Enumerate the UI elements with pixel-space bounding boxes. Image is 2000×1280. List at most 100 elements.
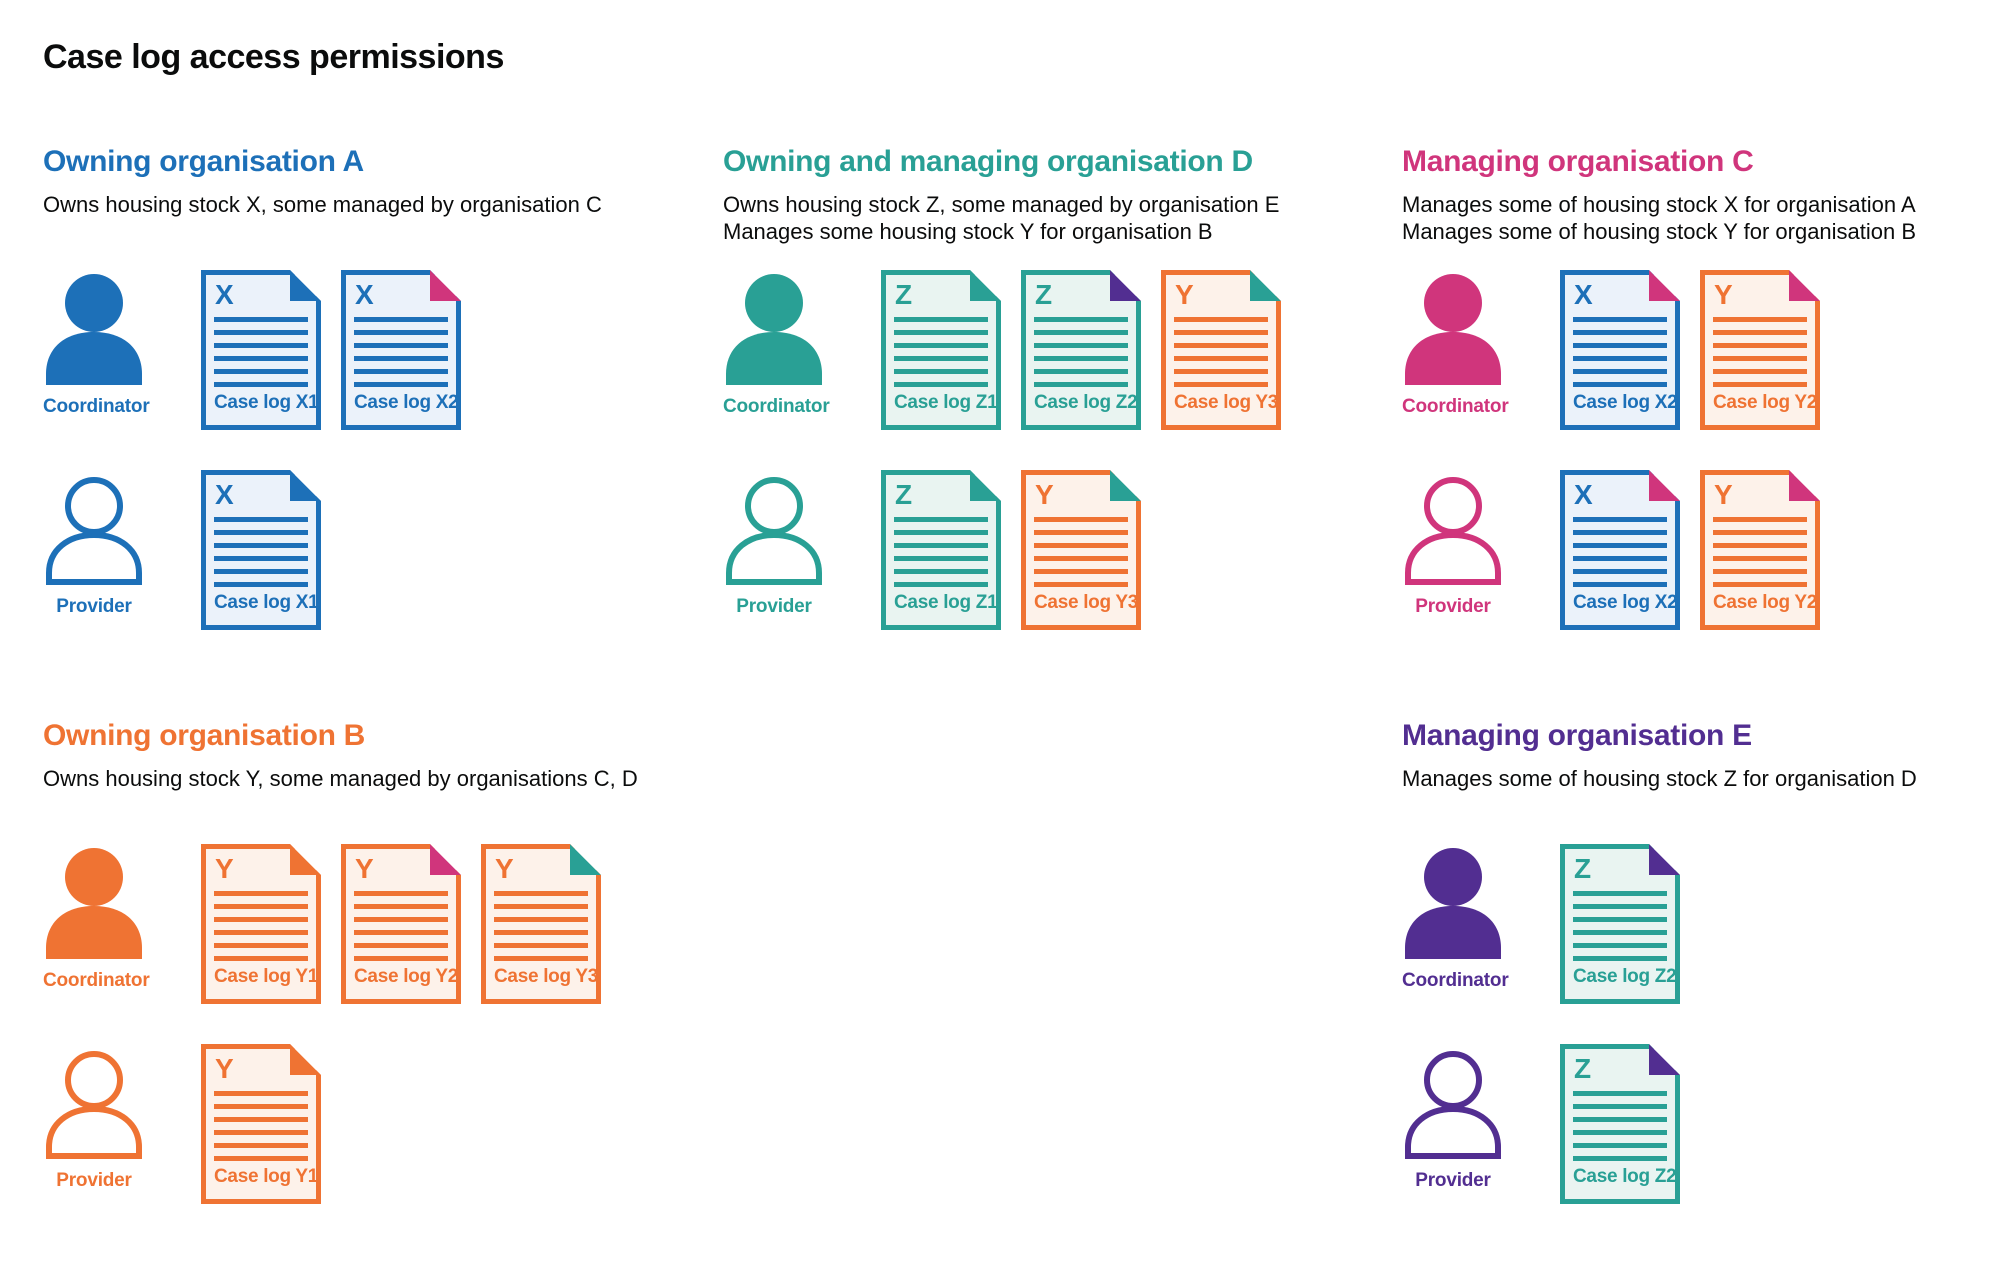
case-log-documents: Z Case log Z1 Y Case log Y3	[881, 470, 1141, 630]
provider-person-icon	[46, 477, 142, 585]
doc-label: Case log Y2	[354, 966, 459, 987]
section-description-line: Owns housing stock X, some managed by or…	[43, 192, 602, 217]
coordinator-label: Coordinator	[43, 970, 150, 991]
doc-stock-letter: Y	[1714, 279, 1733, 310]
folded-corner-icon	[1649, 844, 1680, 875]
folded-corner-icon	[1649, 470, 1680, 501]
doc-stock-letter: X	[1574, 279, 1593, 310]
case-log-document: Z Case log Z1	[881, 270, 1001, 430]
doc-text-lines	[894, 317, 988, 395]
folded-corner-icon	[290, 1044, 321, 1075]
folded-corner-icon	[1110, 470, 1141, 501]
case-log-document: Y Case log Y3	[1021, 470, 1141, 630]
doc-stock-letter: X	[355, 279, 374, 310]
doc-label: Case log Z2	[1573, 966, 1677, 987]
folded-corner-icon	[290, 270, 321, 301]
provider-person-icon	[1405, 1051, 1501, 1159]
folded-corner-icon	[570, 844, 601, 875]
doc-label: Case log X2	[1573, 392, 1678, 413]
doc-label: Case log Y1	[214, 966, 319, 987]
row-coordinator: Coordinator X Case log X2 Y Case log Y2	[1402, 270, 1820, 430]
case-log-documents: Z Case log Z1 Z Case log Z2 Y Case log Y3	[881, 270, 1281, 430]
case-log-document: X Case log X1	[201, 470, 321, 630]
doc-text-lines	[1174, 317, 1268, 395]
doc-text-lines	[1034, 317, 1128, 395]
doc-stock-letter: Z	[895, 279, 913, 310]
case-log-document: Z Case log Z1	[881, 470, 1001, 630]
coordinator-block: Coordinator	[1402, 270, 1509, 418]
doc-text-lines	[214, 891, 308, 969]
provider-block: Provider	[43, 1044, 145, 1192]
case-log-document: Z Case log Z2	[1021, 270, 1141, 430]
case-log-document: Y Case log Y3	[1161, 270, 1281, 430]
section-description: Owns housing stock Z, some managed by or…	[723, 191, 1279, 245]
doc-stock-letter: Y	[1175, 279, 1194, 310]
section-description: Owns housing stock X, some managed by or…	[43, 191, 602, 218]
coordinator-person-icon	[1405, 848, 1501, 959]
coordinator-block: Coordinator	[43, 844, 150, 992]
doc-label: Case log X1	[214, 392, 319, 413]
coordinator-label: Coordinator	[723, 396, 830, 417]
case-log-documents: X Case log X1 X Case log X2	[201, 270, 461, 430]
doc-text-lines	[1573, 317, 1667, 395]
doc-label: Case log Y3	[494, 966, 599, 987]
doc-label: Case log Z2	[1573, 1166, 1677, 1187]
provider-block: Provider	[1402, 470, 1504, 618]
doc-text-lines	[354, 891, 448, 969]
section-org-d: Owning and managing organisation D Owns h…	[723, 145, 1383, 685]
provider-block: Provider	[723, 470, 825, 618]
row-provider: Provider Z Case log Z2	[1402, 1044, 1680, 1204]
doc-label: Case log X1	[214, 592, 319, 613]
coordinator-person-icon	[46, 848, 142, 959]
doc-label: Case log Y2	[1713, 592, 1818, 613]
folded-corner-icon	[1789, 270, 1820, 301]
provider-person-icon	[1405, 477, 1501, 585]
doc-label: Case log Z1	[894, 592, 998, 613]
section-title: Owning and managing organisation D	[723, 145, 1253, 178]
doc-text-lines	[1573, 517, 1667, 595]
doc-stock-letter: Y	[1714, 479, 1733, 510]
doc-label: Case log Y1	[214, 1166, 319, 1187]
folded-corner-icon	[970, 270, 1001, 301]
section-description: Manages some of housing stock X for orga…	[1402, 191, 1916, 245]
doc-text-lines	[354, 317, 448, 395]
doc-label: Case log Y3	[1034, 592, 1139, 613]
provider-label: Provider	[56, 596, 132, 617]
case-log-document: Z Case log Z2	[1560, 1044, 1680, 1204]
page-title: Case log access permissions	[43, 38, 504, 76]
doc-stock-letter: Y	[355, 853, 374, 884]
case-log-document: Y Case log Y1	[201, 844, 321, 1004]
folded-corner-icon	[1789, 470, 1820, 501]
case-log-document: Y Case log Y3	[481, 844, 601, 1004]
doc-text-lines	[494, 891, 588, 969]
doc-text-lines	[214, 1091, 308, 1169]
section-description-line: Manages some of housing stock Y for orga…	[1402, 219, 1917, 244]
section-description-line: Owns housing stock Y, some managed by or…	[43, 766, 638, 791]
provider-label: Provider	[1415, 1170, 1491, 1191]
doc-stock-letter: X	[215, 479, 234, 510]
folded-corner-icon	[290, 470, 321, 501]
doc-text-lines	[214, 317, 308, 395]
coordinator-person-icon	[726, 274, 822, 385]
case-log-document: X Case log X2	[1560, 470, 1680, 630]
doc-text-lines	[1713, 517, 1807, 595]
provider-person-icon	[46, 1051, 142, 1159]
section-title: Managing organisation E	[1402, 719, 1752, 752]
provider-block: Provider	[1402, 1044, 1504, 1192]
section-description: Owns housing stock Y, some managed by or…	[43, 765, 638, 792]
doc-stock-letter: Z	[1035, 279, 1053, 310]
case-log-documents: Z Case log Z2	[1560, 844, 1680, 1004]
section-title: Managing organisation C	[1402, 145, 1754, 178]
row-coordinator: Coordinator X Case log X1 X Case log X2	[43, 270, 461, 430]
case-log-document: Y Case log Y2	[1700, 470, 1820, 630]
provider-block: Provider	[43, 470, 145, 618]
provider-label: Provider	[1415, 596, 1491, 617]
doc-stock-letter: Y	[495, 853, 514, 884]
case-log-document: Y Case log Y1	[201, 1044, 321, 1204]
doc-stock-letter: Y	[215, 853, 234, 884]
folded-corner-icon	[430, 270, 461, 301]
case-log-documents: X Case log X1	[201, 470, 321, 630]
doc-stock-letter: Y	[215, 1053, 234, 1084]
section-org-a: Owning organisation A Owns housing stock …	[43, 145, 703, 685]
